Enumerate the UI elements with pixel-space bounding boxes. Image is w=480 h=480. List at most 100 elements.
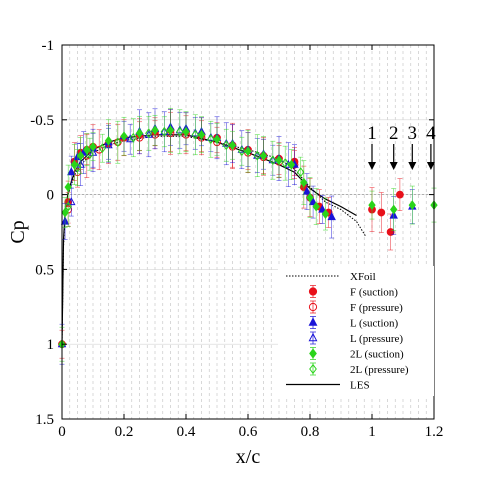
y-tick-label: 0.5 bbox=[35, 262, 54, 278]
data-point bbox=[166, 125, 175, 136]
data-point bbox=[281, 158, 289, 169]
data-point bbox=[125, 134, 135, 143]
legend-marker bbox=[308, 317, 318, 326]
probe-arrowhead bbox=[389, 162, 398, 170]
data-point bbox=[377, 208, 386, 217]
data-point bbox=[244, 146, 252, 157]
legend-label: 2L (pressure) bbox=[350, 364, 409, 376]
legend-item: F (suction) bbox=[308, 285, 398, 299]
legend-item: 2L (pressure) bbox=[309, 362, 409, 376]
legend-label: 2L (suction) bbox=[350, 349, 404, 361]
legend-marker bbox=[308, 302, 318, 312]
legend-marker bbox=[309, 363, 317, 375]
legend-item: F (pressure) bbox=[308, 300, 403, 314]
data-point bbox=[321, 209, 330, 219]
probe-arrowhead bbox=[408, 162, 417, 170]
legend-label: L (pressure) bbox=[350, 333, 403, 345]
data-point bbox=[207, 134, 215, 145]
x-tick-label: 1 bbox=[368, 424, 376, 440]
data-point bbox=[259, 150, 268, 161]
data-point bbox=[86, 149, 94, 160]
grid bbox=[62, 45, 434, 419]
data-point bbox=[213, 134, 221, 145]
data-point bbox=[197, 129, 206, 140]
x-tick-label: 0.4 bbox=[177, 424, 196, 440]
data-point bbox=[238, 146, 246, 157]
data-point bbox=[191, 129, 199, 140]
legend-item: L (suction) bbox=[308, 316, 398, 330]
data-point bbox=[98, 143, 106, 154]
data-point bbox=[327, 212, 336, 221]
y-tick-label: 0 bbox=[47, 188, 55, 204]
data-point bbox=[114, 137, 122, 148]
y-axis-label: Cp bbox=[7, 220, 29, 243]
data-point bbox=[287, 159, 296, 170]
data-point bbox=[89, 141, 97, 152]
probe-arrowhead bbox=[368, 162, 376, 170]
legend-box bbox=[278, 266, 434, 396]
x-tick-label: 0 bbox=[58, 424, 66, 440]
legend-label: XFoil bbox=[350, 271, 376, 283]
data-point bbox=[160, 126, 168, 137]
legend-label: LES bbox=[350, 380, 370, 392]
data-point bbox=[297, 167, 305, 178]
data-point bbox=[396, 190, 404, 199]
data-point bbox=[120, 131, 128, 142]
legend-marker bbox=[308, 287, 318, 296]
data-point bbox=[61, 207, 69, 218]
x-tick-label: 0.8 bbox=[301, 424, 320, 440]
data-point bbox=[151, 125, 159, 136]
data-point bbox=[145, 128, 153, 139]
data-point bbox=[76, 150, 85, 161]
x-axis-label: x/c bbox=[236, 446, 261, 468]
probe-arrowhead bbox=[426, 162, 435, 170]
data-point bbox=[318, 204, 327, 213]
data-point bbox=[269, 155, 277, 166]
y-tick-label: 1.5 bbox=[35, 412, 54, 428]
data-point bbox=[308, 197, 318, 206]
legend-marker bbox=[308, 332, 318, 342]
data-point bbox=[70, 159, 79, 170]
data-point bbox=[253, 150, 261, 161]
probe-label: 1 bbox=[367, 123, 377, 144]
probe-label: 2 bbox=[389, 123, 399, 144]
legend: XFoil F (suction) F (pressure) L (suction) L… bbox=[278, 266, 434, 396]
data-point bbox=[408, 200, 416, 210]
probe-label: 3 bbox=[408, 123, 418, 144]
data-point bbox=[302, 186, 312, 195]
legend-label: L (suction) bbox=[350, 318, 398, 330]
y-tick-label: 1 bbox=[47, 337, 55, 353]
data-point bbox=[104, 135, 113, 146]
data-points bbox=[57, 107, 438, 365]
legend-label: F (suction) bbox=[350, 287, 398, 299]
legend-item: 2L (suction) bbox=[309, 347, 404, 361]
x-tick-label: 0.2 bbox=[115, 424, 134, 440]
probe-label: 4 bbox=[426, 123, 436, 144]
legend-label: F (pressure) bbox=[350, 302, 403, 314]
x-tick-label: 1.2 bbox=[425, 424, 444, 440]
data-point bbox=[135, 128, 144, 139]
legend-item: XFoil bbox=[286, 271, 376, 283]
y-tick-label: -0.5 bbox=[30, 113, 54, 129]
data-point bbox=[67, 167, 76, 176]
data-point bbox=[368, 200, 376, 210]
data-point bbox=[176, 126, 184, 137]
y-tick-label: -1 bbox=[42, 38, 55, 54]
data-point bbox=[300, 177, 308, 188]
series-2l-pressure bbox=[64, 109, 305, 227]
legend-item: LES bbox=[286, 380, 370, 392]
data-point bbox=[73, 162, 82, 173]
data-point bbox=[306, 192, 314, 203]
data-point bbox=[390, 204, 398, 215]
legend-item: L (pressure) bbox=[308, 331, 403, 345]
data-point bbox=[312, 201, 320, 212]
data-point bbox=[228, 140, 237, 151]
legend-marker bbox=[309, 348, 317, 359]
data-point bbox=[275, 155, 283, 166]
data-point bbox=[182, 126, 190, 137]
data-point bbox=[67, 197, 76, 206]
data-point bbox=[222, 140, 230, 151]
data-point bbox=[64, 201, 72, 212]
